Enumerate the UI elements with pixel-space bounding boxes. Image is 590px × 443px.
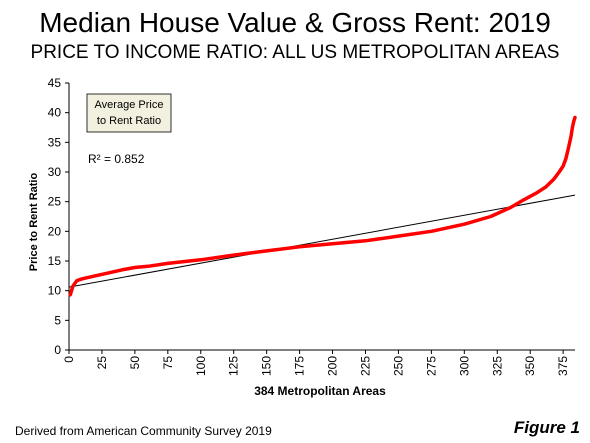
x-tick-label: 225 [358,356,372,376]
x-tick-label: 125 [227,356,241,376]
y-tick-label: 30 [48,165,62,179]
x-tick-label: 275 [424,356,438,376]
trend-line [68,194,576,288]
x-tick-label: 0 [62,356,76,363]
y-tick-label: 40 [48,106,62,120]
x-tick-label: 300 [457,356,471,376]
y-axis-label: Price to Rent Ratio [28,173,40,272]
y-tick-label: 25 [48,195,62,209]
y-tick-label: 0 [54,343,61,357]
x-tick-label: 75 [161,356,175,370]
x-tick-label: 375 [556,356,570,376]
x-tick-label: 250 [391,356,405,376]
legend-box-line-2: to Rent Ratio [97,115,161,127]
y-tick-label: 20 [48,224,62,238]
chart-subtitle: PRICE TO INCOME RATIO: ALL US METROPOLIT… [30,42,560,63]
x-tick-label: 100 [194,356,208,376]
x-tick-label: 325 [490,356,504,376]
x-tick-label: 200 [326,356,340,376]
y-tick-label: 15 [48,254,62,268]
y-tick-label: 5 [54,313,61,327]
x-tick-label: 50 [128,356,142,370]
price-to-rent-series-line [68,115,577,297]
x-tick-label: 150 [260,356,274,376]
x-tick-label: 350 [523,356,537,376]
y-tick-label: 35 [48,135,62,149]
legend-box-line-1: Average Price [95,99,164,111]
x-tick-label: 175 [293,356,307,376]
y-tick-label: 45 [48,76,62,90]
r-squared-label: R² = 0.852 [88,152,145,166]
x-axis-label: 384 Metropolitan Areas [254,384,386,398]
x-tick-label: 25 [95,356,109,370]
chart-title: Median House Value & Gross Rent: 2019 [39,7,551,38]
source-note: Derived from American Community Survey 2… [15,424,272,438]
figure-label: Figure 1 [513,418,580,437]
y-tick-label: 10 [48,284,62,298]
legend-box [86,93,172,133]
